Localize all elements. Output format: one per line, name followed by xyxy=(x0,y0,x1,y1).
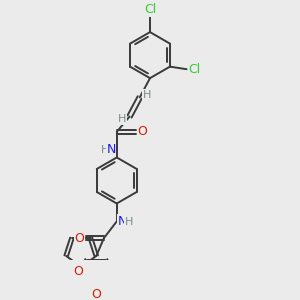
Text: H: H xyxy=(101,145,110,155)
Text: H: H xyxy=(143,90,151,100)
Text: O: O xyxy=(74,232,84,244)
Text: H: H xyxy=(125,217,133,227)
Text: O: O xyxy=(73,265,83,278)
Text: Cl: Cl xyxy=(144,3,156,16)
Text: N: N xyxy=(118,215,127,228)
Text: H: H xyxy=(118,114,127,124)
Text: O: O xyxy=(137,125,147,138)
Text: O: O xyxy=(91,287,101,300)
Text: N: N xyxy=(106,143,116,156)
Text: Cl: Cl xyxy=(189,63,201,76)
